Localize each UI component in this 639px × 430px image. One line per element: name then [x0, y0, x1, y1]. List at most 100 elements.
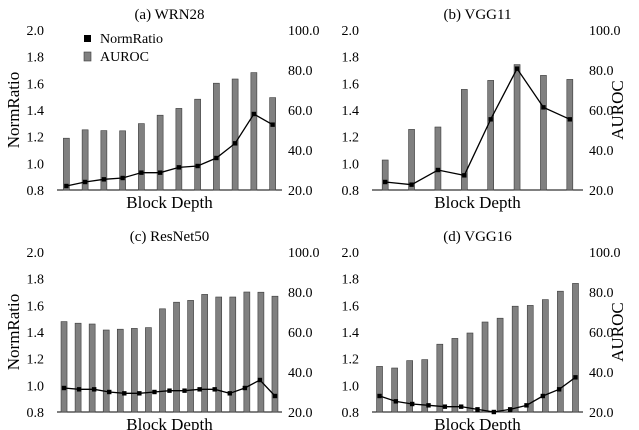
y2-axis-label: AUROC	[608, 80, 627, 140]
y-tick-label: 2.0	[27, 24, 45, 39]
y-axis-label: NormRatio	[4, 294, 23, 371]
y2-tick-label: 80.0	[288, 64, 313, 79]
normratio-marker	[270, 122, 275, 127]
normratio-line	[385, 67, 571, 186]
auroc-bar	[243, 291, 251, 413]
auroc-bar	[116, 328, 124, 413]
auroc-bar	[173, 301, 180, 413]
chart-panel-1: 0.8 1.0 1.2 1.4 1.6 1.8 2.0 20.0 40.0 60.0 80.0 100…	[4, 7, 320, 212]
normratio-marker	[475, 407, 480, 412]
auroc-bar	[231, 78, 239, 191]
x-axis-label: Block Depth	[434, 415, 521, 430]
y-tick-label: 0.8	[27, 184, 45, 199]
normratio-marker	[167, 388, 172, 393]
normratio-marker	[409, 182, 414, 187]
auroc-bar	[511, 305, 519, 413]
normratio-marker	[458, 404, 464, 409]
y-tick-label: 1.8	[27, 51, 45, 66]
auroc-bar	[566, 79, 574, 191]
normratio-marker	[488, 117, 493, 122]
normratio-marker	[197, 387, 202, 392]
normratio-marker	[122, 391, 127, 396]
y2-tick-label: 40.0	[288, 366, 313, 381]
normratio-marker	[139, 170, 144, 175]
auroc-bar	[88, 323, 96, 413]
y-tick-label: 1.6	[27, 299, 45, 314]
auroc-bar	[201, 294, 208, 413]
chart-title: (c) ResNet50	[130, 229, 210, 245]
normratio-marker	[101, 177, 107, 182]
y2-tick-label: 60.0	[589, 326, 614, 341]
normratio-marker	[540, 393, 546, 399]
y-tick-label: 2.0	[342, 24, 360, 39]
auroc-bar	[60, 321, 68, 413]
y-tick-label: 1.6	[27, 77, 45, 92]
y2-tick-label: 20.0	[288, 184, 313, 199]
auroc-bar	[434, 126, 442, 191]
y-tick-label: 1.8	[27, 273, 45, 288]
auroc-bar	[257, 291, 265, 413]
chart-title: (a) WRN28	[134, 7, 204, 23]
chart-panel-2: 0.8 1.0 1.2 1.4 1.6 1.8 2.0 20.0 40.0 60.0 80.0 100…	[342, 7, 628, 212]
y-tick-label: 1.8	[342, 273, 360, 288]
normratio-marker	[152, 389, 157, 395]
normratio-marker	[61, 385, 67, 391]
auroc-bar	[131, 328, 138, 413]
y2-tick-label: 40.0	[589, 366, 614, 381]
chart-panel-4: 0.8 1.0 1.2 1.4 1.6 1.8 2.0 20.0 40.0 60.0 80.0 100…	[342, 229, 628, 430]
normratio-marker	[382, 179, 388, 185]
y-tick-label: 1.2	[27, 131, 45, 146]
y2-tick-label: 100.0	[589, 246, 621, 261]
x-axis-label: Block Depth	[126, 193, 213, 212]
y2-tick-label: 40.0	[589, 144, 614, 159]
normratio-line	[66, 113, 273, 187]
y2-tick-label: 100.0	[288, 24, 320, 39]
x-axis-label: Block Depth	[434, 193, 521, 212]
auroc-bar	[102, 329, 110, 413]
normratio-marker	[514, 66, 520, 71]
y-tick-label: 1.2	[27, 353, 45, 368]
normratio-marker	[214, 155, 219, 161]
y-tick-label: 0.8	[342, 184, 360, 199]
y-tick-label: 2.0	[342, 246, 360, 261]
y-tick-label: 1.4	[27, 104, 45, 119]
auroc-bar	[408, 129, 415, 191]
chart-title: (b) VGG11	[444, 7, 512, 23]
chart-panel-3: 0.8 1.0 1.2 1.4 1.6 1.8 2.0 20.0 40.0 60.0 80.0 100…	[4, 229, 320, 430]
normratio-marker	[251, 111, 257, 117]
normratio-marker	[242, 385, 248, 391]
y2-tick-label: 40.0	[288, 144, 313, 159]
normratio-marker	[426, 403, 431, 408]
auroc-bar	[156, 114, 164, 191]
y2-tick-label: 80.0	[288, 286, 313, 301]
auroc-bar	[63, 137, 70, 191]
y-tick-label: 1.0	[342, 157, 360, 172]
y2-tick-label: 80.0	[589, 64, 614, 79]
normratio-marker	[541, 105, 546, 110]
auroc-bar	[461, 89, 468, 191]
y-tick-label: 1.2	[342, 131, 360, 146]
y-tick-label: 1.0	[27, 157, 45, 172]
normratio-marker	[442, 404, 448, 409]
auroc-bar	[187, 300, 194, 413]
y2-tick-label: 60.0	[288, 104, 313, 119]
normratio-marker	[409, 401, 415, 407]
auroc-bar	[229, 296, 237, 413]
auroc-bar	[496, 317, 504, 413]
auroc-bar	[213, 82, 220, 191]
normratio-marker	[567, 117, 573, 122]
y2-tick-label: 20.0	[288, 406, 313, 421]
y-tick-label: 1.0	[27, 379, 45, 394]
auroc-bar	[513, 64, 521, 191]
normratio-marker	[91, 387, 97, 392]
y2-tick-label: 80.0	[589, 286, 614, 301]
y-tick-label: 0.8	[342, 406, 360, 421]
auroc-bar	[81, 129, 89, 191]
normratio-marker	[76, 387, 82, 392]
normratio-marker	[182, 388, 187, 393]
auroc-bar	[175, 108, 183, 191]
normratio-marker	[524, 403, 529, 408]
y2-tick-label: 100.0	[288, 246, 320, 261]
normratio-marker	[462, 173, 467, 178]
normratio-marker	[435, 167, 441, 173]
